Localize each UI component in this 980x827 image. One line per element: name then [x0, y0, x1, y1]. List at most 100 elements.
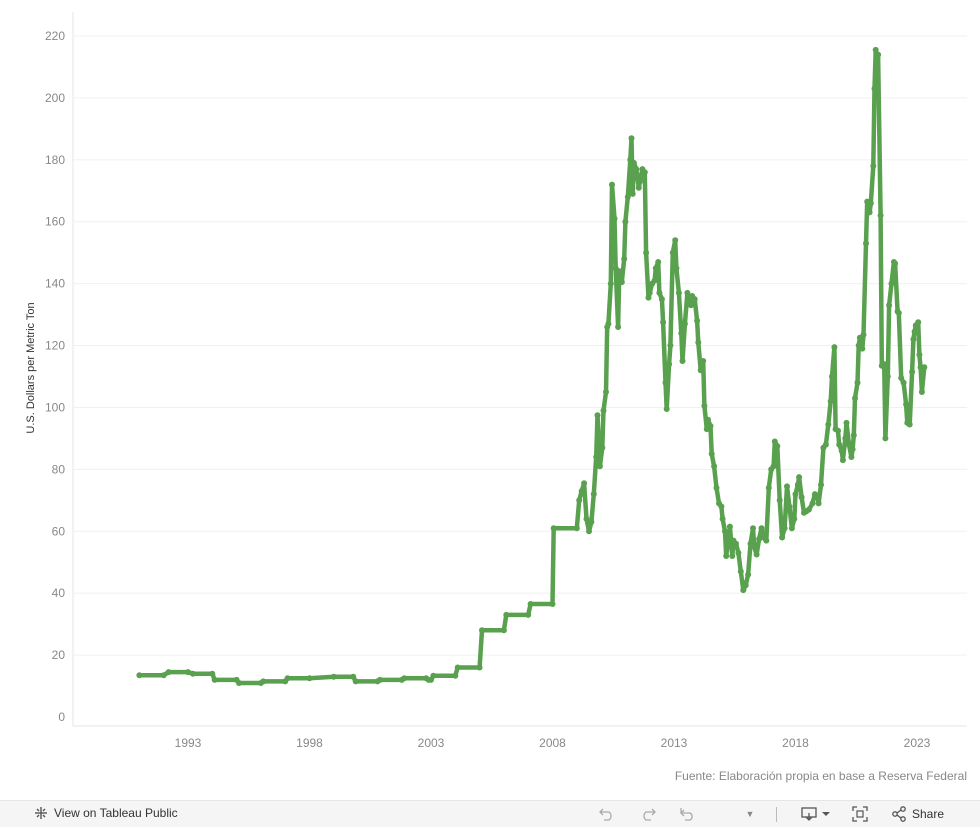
- data-point[interactable]: [590, 491, 597, 498]
- data-point[interactable]: [742, 582, 749, 589]
- data-point[interactable]: [814, 492, 821, 499]
- data-point[interactable]: [628, 135, 635, 142]
- data-point[interactable]: [815, 500, 822, 507]
- data-point[interactable]: [910, 336, 917, 343]
- data-point[interactable]: [909, 368, 916, 375]
- data-point[interactable]: [136, 672, 143, 679]
- data-point[interactable]: [774, 443, 781, 450]
- data-point[interactable]: [818, 481, 824, 488]
- data-point[interactable]: [377, 676, 383, 683]
- data-point[interactable]: [479, 627, 485, 634]
- data-point[interactable]: [863, 240, 869, 247]
- data-point[interactable]: [688, 302, 694, 309]
- data-point[interactable]: [593, 454, 600, 460]
- data-point[interactable]: [684, 289, 691, 296]
- data-point[interactable]: [576, 497, 583, 504]
- data-point[interactable]: [701, 402, 708, 409]
- chevron-down-icon[interactable]: ▼: [745, 809, 755, 819]
- data-point[interactable]: [726, 523, 733, 530]
- data-point[interactable]: [707, 423, 714, 429]
- data-point[interactable]: [525, 611, 532, 618]
- data-point[interactable]: [401, 675, 408, 682]
- data-point[interactable]: [722, 528, 728, 535]
- data-point[interactable]: [588, 519, 595, 525]
- data-point[interactable]: [859, 345, 866, 352]
- data-point[interactable]: [842, 435, 849, 442]
- redo-icon[interactable]: [638, 805, 658, 823]
- data-point[interactable]: [641, 169, 648, 176]
- data-point[interactable]: [430, 672, 437, 679]
- data-point[interactable]: [745, 571, 752, 578]
- data-point[interactable]: [694, 317, 701, 324]
- data-point[interactable]: [792, 491, 799, 498]
- view-on-tableau-button[interactable]: View on Tableau Public: [34, 806, 178, 820]
- data-point[interactable]: [599, 444, 606, 451]
- data-point[interactable]: [918, 389, 925, 395]
- data-point[interactable]: [898, 375, 905, 381]
- data-point[interactable]: [700, 358, 707, 364]
- data-point[interactable]: [596, 463, 603, 470]
- data-point[interactable]: [646, 289, 653, 296]
- data-point[interactable]: [306, 675, 313, 682]
- data-point[interactable]: [658, 296, 665, 303]
- data-point[interactable]: [645, 294, 652, 301]
- data-point[interactable]: [827, 398, 834, 405]
- data-point[interactable]: [708, 450, 715, 457]
- data-point[interactable]: [672, 237, 679, 244]
- data-point[interactable]: [260, 678, 267, 685]
- data-point[interactable]: [527, 601, 534, 607]
- data-point[interactable]: [805, 506, 812, 513]
- data-point[interactable]: [723, 553, 730, 559]
- data-point[interactable]: [796, 474, 803, 481]
- data-point[interactable]: [550, 525, 557, 532]
- data-point[interactable]: [330, 673, 337, 680]
- data-point[interactable]: [713, 484, 720, 491]
- data-point[interactable]: [866, 209, 873, 216]
- data-point[interactable]: [903, 401, 910, 408]
- data-point[interactable]: [666, 361, 673, 368]
- data-point[interactable]: [675, 289, 682, 296]
- data-point[interactable]: [503, 611, 510, 618]
- data-point[interactable]: [854, 379, 861, 386]
- data-point[interactable]: [872, 46, 879, 53]
- data-point[interactable]: [871, 85, 878, 92]
- data-point[interactable]: [791, 515, 798, 522]
- data-point[interactable]: [578, 488, 585, 494]
- data-point[interactable]: [352, 678, 359, 685]
- data-point[interactable]: [756, 536, 763, 542]
- data-point[interactable]: [849, 446, 856, 453]
- data-point[interactable]: [892, 260, 899, 267]
- data-point[interactable]: [660, 319, 667, 326]
- data-point[interactable]: [630, 159, 637, 166]
- data-point[interactable]: [618, 279, 625, 286]
- data-point[interactable]: [822, 441, 829, 448]
- data-point[interactable]: [609, 181, 615, 188]
- data-point[interactable]: [916, 351, 923, 358]
- data-point[interactable]: [846, 441, 852, 448]
- data-point[interactable]: [725, 534, 732, 541]
- data-point[interactable]: [875, 51, 882, 58]
- data-point[interactable]: [624, 194, 631, 200]
- data-point[interactable]: [798, 494, 805, 501]
- data-point[interactable]: [189, 670, 196, 677]
- data-point[interactable]: [740, 587, 747, 594]
- data-point[interactable]: [784, 483, 790, 490]
- data-point[interactable]: [877, 212, 884, 219]
- data-point[interactable]: [681, 320, 688, 327]
- data-point[interactable]: [911, 328, 918, 335]
- data-point[interactable]: [452, 672, 459, 679]
- data-point[interactable]: [884, 373, 891, 380]
- data-point[interactable]: [771, 438, 778, 445]
- data-point[interactable]: [667, 342, 674, 349]
- data-point[interactable]: [886, 302, 893, 309]
- data-point[interactable]: [236, 680, 242, 686]
- data-point[interactable]: [867, 200, 874, 207]
- data-point[interactable]: [635, 184, 642, 191]
- data-point[interactable]: [735, 549, 742, 556]
- data-point[interactable]: [663, 406, 670, 412]
- data-point[interactable]: [211, 676, 218, 683]
- data-point[interactable]: [786, 503, 793, 510]
- data-point[interactable]: [669, 249, 676, 256]
- data-point[interactable]: [209, 670, 216, 677]
- data-point[interactable]: [915, 319, 922, 326]
